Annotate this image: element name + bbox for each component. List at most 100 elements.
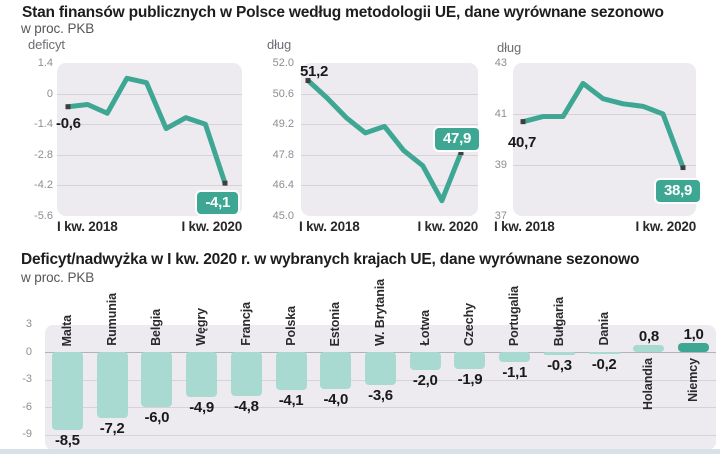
y-axis-tick: 45.0 [272, 210, 294, 222]
bar-holandia [633, 344, 665, 352]
bar-niemcy [678, 342, 710, 352]
bar-rumunia [96, 352, 128, 419]
end-value-badge: 47,9 [433, 125, 481, 152]
trend-line [520, 80, 686, 171]
bar-dania [588, 352, 620, 354]
gridline [57, 93, 242, 95]
top-section-subtitle: w proc. PKB [21, 21, 95, 36]
chart-panel: -0,6 -4,1 [56, 63, 242, 217]
country-label: Węgry [194, 308, 209, 346]
bar-value-label: -4,1 [278, 391, 304, 409]
country-label: Dania [596, 312, 611, 346]
bar-w-gry [186, 352, 218, 398]
y-axis-tick: 46.4 [272, 179, 294, 192]
chart-panel: 51,2 47,9 [300, 62, 481, 216]
y-axis-tick: -4.2 [34, 179, 53, 192]
country-label: Francja [238, 302, 253, 346]
end-value-badge: -4,1 [195, 190, 240, 217]
gridline [301, 185, 478, 187]
country-label: Belgia [149, 309, 164, 346]
y-axis-tick: -2.8 [34, 148, 53, 161]
bottom-section-title: Deficyt/nadwyżka w I kw. 2020 r. w wybra… [21, 251, 640, 268]
bar-portugalia [499, 352, 531, 363]
country-label: Niemcy [686, 358, 701, 402]
y-axis-tick: -5.6 [34, 210, 53, 222]
y-axis-tick: -6 [22, 400, 32, 413]
bar-value-label: -7,2 [99, 420, 125, 438]
trend-line [65, 75, 228, 186]
bar-value-label: -2,0 [412, 372, 438, 390]
gridline [301, 124, 478, 126]
gridline [301, 154, 478, 156]
gridline [57, 185, 242, 187]
country-label: Polska [283, 306, 298, 346]
y-axis-tick: 1.4 [37, 57, 53, 69]
bar-bu-garia [543, 352, 575, 355]
bar-belgia [141, 352, 173, 408]
country-label: Czechy [462, 302, 477, 346]
data-point-marker [458, 150, 464, 156]
chart-title-label: dług [267, 37, 292, 52]
gridline [301, 93, 478, 95]
line-chart-1: dług 52.0 50.6 49.2 47.8 46.4 45.0 51,2 47,9 I kw… [267, 37, 481, 234]
bar-value-label: -1,9 [457, 371, 483, 389]
bar-value-label: -0,3 [547, 356, 572, 374]
bar-value-label: -1,1 [502, 364, 528, 382]
trend-line [305, 77, 464, 204]
bar-value-label: 1,0 [683, 325, 704, 343]
bar-malta [51, 352, 83, 431]
y-axis-tick: -1.4 [34, 118, 53, 131]
gridline [45, 407, 716, 409]
country-label: Estonia [328, 301, 343, 346]
y-axis-tick: 50.6 [272, 87, 294, 100]
top-section-title: Stan finansów publicznych w Polsce wedłu… [22, 4, 664, 21]
bar-chart-panel: Malta -8,5 Rumunia -7,2 Belgia -6,0 Węgry -4,9 F… [45, 279, 716, 450]
start-value-label: -0,6 [56, 114, 81, 132]
bar-francja [230, 352, 262, 397]
y-axis-tick: 0 [46, 87, 53, 100]
x-axis-label-end: I kw. 2020 [635, 219, 696, 234]
y-axis-tick: -9 [22, 428, 32, 441]
bar-value-label: -8,5 [55, 432, 80, 450]
bar-value-label: -0,2 [591, 356, 617, 373]
start-value-label: 40,7 [508, 133, 536, 151]
bar-value-label: -3,6 [368, 387, 393, 405]
bar-value-label: -4,0 [323, 390, 349, 408]
bar-estonia [320, 352, 352, 389]
x-axis-label-start: I kw. 2018 [494, 219, 555, 234]
country-label: Łotwa [417, 310, 432, 346]
y-axis-tick: 39 [494, 159, 507, 171]
x-axis-label-start: I kw. 2018 [57, 219, 118, 234]
bottom-edge-strip [0, 449, 720, 454]
country-label: W. Brytania [373, 279, 387, 346]
y-axis-tick: 52.0 [272, 57, 294, 69]
x-axis-label-end: I kw. 2020 [417, 219, 478, 234]
line-charts-row: deficyt 1.4 0 -1.4 -2.8 -4.2 -5.6 -0,6 -4,1 I kw.… [28, 37, 702, 234]
country-label: Malta [59, 314, 74, 346]
y-axis-tick: 43 [494, 57, 507, 69]
country-label: Holandia [641, 358, 656, 410]
chart-panel: 40,7 38,9 [508, 63, 702, 216]
gridline [57, 124, 242, 126]
gridline [45, 434, 716, 436]
country-label: Portugalia [507, 285, 522, 346]
y-axis-tick: 0 [25, 345, 32, 358]
bar-value-label: -4,9 [189, 399, 214, 417]
line-chart-2: dług 43 41 39 37 40,7 38,9 I kw. 2018 I kw. 2020 [494, 40, 702, 234]
bar--otwa [409, 352, 441, 371]
data-point-marker [520, 119, 526, 125]
start-value-label: 51,2 [300, 62, 328, 80]
y-axis-tick: 47.8 [272, 148, 294, 161]
data-point-marker [680, 165, 686, 171]
bottom-section-subtitle: w proc. PKB [21, 270, 95, 285]
bar-czechy [454, 352, 486, 370]
gridline [57, 154, 242, 156]
data-point-marker [305, 77, 311, 83]
data-point-marker [222, 180, 228, 186]
gridline [513, 114, 696, 115]
bar-value-label: 0,8 [638, 327, 659, 345]
bar-value-label: -4,8 [233, 398, 259, 416]
data-point-marker [65, 104, 71, 110]
bar-w-brytania [365, 352, 396, 386]
